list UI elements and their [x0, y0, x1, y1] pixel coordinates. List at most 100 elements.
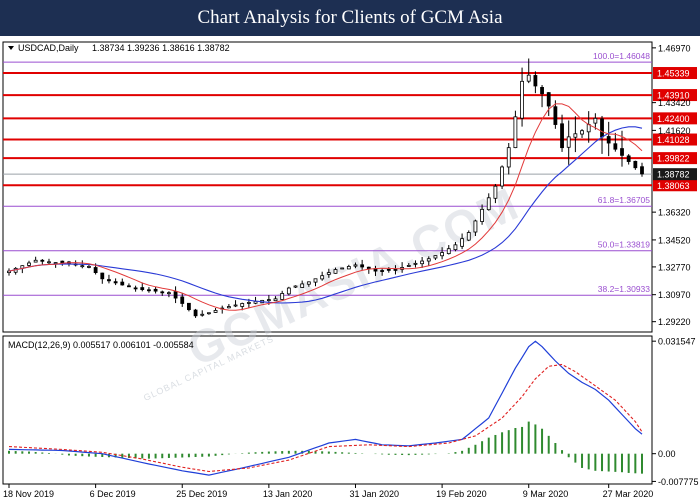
candle-bullish: [233, 304, 238, 307]
candle-bearish: [393, 269, 398, 271]
candle-bullish: [226, 306, 231, 309]
candle-bearish: [553, 106, 558, 125]
candle-bullish: [473, 220, 478, 233]
candle-bearish: [113, 281, 118, 284]
candle-bullish: [346, 266, 351, 270]
candle-bearish: [600, 118, 604, 138]
candle-bullish: [500, 166, 504, 187]
candle-bearish: [160, 291, 165, 294]
candle-bearish: [173, 291, 178, 299]
candle-bullish: [206, 312, 211, 315]
chart-banner-title: Chart Analysis for Clients of GCM Asia: [0, 0, 700, 36]
candle-bullish: [440, 252, 445, 257]
level-price-label-box: [653, 67, 697, 80]
candle-bullish: [460, 238, 464, 247]
candle-bullish: [213, 310, 218, 313]
candle-bearish: [640, 166, 644, 175]
level-price-label-box: [653, 152, 697, 165]
last-price-label: 1.38782: [657, 170, 690, 180]
candle-bullish: [300, 283, 305, 288]
candle-bullish: [526, 74, 531, 82]
candle-bullish: [33, 259, 38, 263]
symbol-info: USDCAD,Daily: [18, 43, 79, 53]
candle-bullish: [240, 303, 245, 307]
candle-bullish: [333, 269, 338, 274]
candle-bullish: [413, 262, 418, 265]
y-axis-tick-label: 1.29220: [658, 317, 691, 327]
candle-bearish: [533, 75, 538, 87]
candle-bullish: [466, 232, 471, 241]
candle-bullish: [433, 255, 438, 259]
candle-bullish: [573, 133, 578, 138]
candle-bullish: [480, 208, 484, 222]
candle-bullish: [566, 136, 571, 148]
candle-bullish: [293, 285, 298, 288]
candle-bullish: [200, 313, 205, 316]
candle-bullish: [353, 264, 358, 267]
macd-y-tick-label: 0.031547: [658, 337, 696, 347]
candle-bearish: [153, 288, 158, 292]
candle-bullish: [520, 80, 524, 119]
macd-y-tick-label: -0.007775: [658, 477, 699, 487]
candle-bullish: [47, 261, 51, 264]
fib-level-label: 100.0=1.46048: [593, 51, 650, 61]
candle-bullish: [87, 266, 91, 268]
candle-bullish: [326, 272, 331, 275]
candle-bullish: [313, 278, 318, 283]
candle-bearish: [93, 267, 98, 274]
y-axis-tick-label: 1.46970: [658, 43, 691, 53]
moving-average-slow: [8, 126, 643, 304]
y-axis-tick-label: 1.43420: [658, 98, 691, 108]
level-price-label: 1.38063: [657, 181, 690, 191]
candle-bullish: [340, 267, 345, 270]
level-price-label: 1.42400: [657, 114, 690, 124]
candle-bullish: [446, 248, 451, 255]
candle-bearish: [120, 281, 125, 286]
candle-bullish: [320, 275, 325, 280]
y-axis-tick-label: 1.36320: [658, 208, 691, 218]
candle-bearish: [193, 309, 198, 317]
macd-line: [8, 340, 643, 476]
candle-bearish: [180, 296, 185, 304]
y-axis-tick-label: 1.30970: [658, 290, 691, 300]
level-price-label: 1.39822: [657, 154, 690, 164]
x-axis-tick-label: 25 Dec 2019: [176, 489, 227, 499]
candle-bullish: [493, 185, 498, 199]
last-price-label-box: [653, 168, 697, 181]
fib-level-label: 61.8=1.36705: [598, 195, 651, 205]
level-price-label-box: [653, 112, 697, 125]
x-axis-tick-label: 6 Dec 2019: [90, 489, 136, 499]
fib-level-label: 50.0=1.33819: [598, 240, 651, 250]
candle-bearish: [187, 302, 191, 311]
level-price-label-box: [653, 179, 697, 192]
candle-bearish: [100, 272, 105, 280]
candle-bullish: [246, 302, 251, 304]
moving-average-fast: [8, 103, 643, 311]
candle-bullish: [80, 265, 85, 268]
candle-bullish: [513, 116, 518, 149]
candle-bullish: [506, 147, 511, 168]
candle-bearish: [127, 285, 131, 288]
x-axis-tick-label: 18 Nov 2019: [3, 489, 54, 499]
candle-bullish: [167, 292, 171, 295]
candle-bearish: [560, 123, 564, 149]
level-price-label-box: [653, 133, 697, 146]
y-axis-tick-label: 1.41620: [658, 126, 691, 136]
y-axis-tick-label: 1.32770: [658, 262, 691, 272]
candle-bearish: [133, 287, 138, 290]
candle-bullish: [406, 265, 411, 267]
candle-bearish: [546, 92, 551, 107]
x-axis-tick-label: 27 Mar 2020: [603, 489, 654, 499]
candle-bullish: [273, 298, 278, 302]
candle-bullish: [593, 117, 598, 124]
candle-bullish: [486, 197, 491, 211]
symbol-dropdown-icon: [8, 46, 14, 50]
candle-bullish: [306, 281, 311, 285]
candle-bullish: [266, 299, 271, 302]
x-axis-tick-label: 19 Feb 2020: [436, 489, 487, 499]
x-axis-tick-label: 13 Jan 2020: [263, 489, 313, 499]
candle-bearish: [626, 155, 631, 162]
candle-bearish: [360, 264, 365, 268]
candle-bullish: [27, 262, 31, 266]
level-price-label: 1.41028: [657, 135, 690, 145]
